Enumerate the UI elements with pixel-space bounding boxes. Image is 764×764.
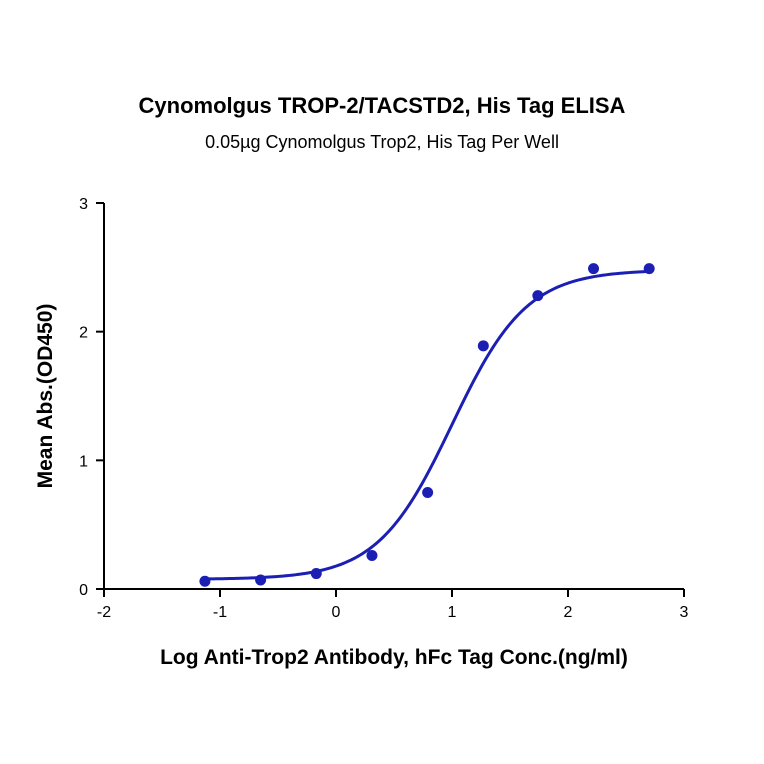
y-tick-label: 1 [79, 453, 88, 470]
y-axis-title: Mean Abs.(OD450) [34, 304, 57, 489]
data-point [422, 487, 434, 498]
x-tick-label: 1 [448, 604, 457, 621]
fit-curve [204, 269, 650, 581]
y-tick-label: 2 [79, 325, 88, 342]
x-tick-label: 2 [564, 604, 573, 621]
x-tick-label: -1 [213, 604, 227, 621]
data-point [199, 575, 211, 587]
data-point [588, 263, 600, 275]
y-tick-label: 0 [79, 582, 88, 599]
x-tick-label: 3 [680, 604, 689, 621]
data-point [366, 550, 378, 562]
chart-subtitle: 0.05µg Cynomolgus Trop2, His Tag Per Wel… [205, 132, 559, 152]
x-tick-label: 0 [332, 604, 341, 621]
data-point [477, 340, 489, 352]
data-point [255, 574, 267, 586]
chart-title: Cynomolgus TROP-2/TACSTD2, His Tag ELISA [138, 93, 626, 118]
data-point [532, 290, 544, 302]
x-tick-label: -2 [97, 604, 111, 621]
data-point [310, 568, 322, 580]
y-tick-label: 3 [79, 196, 88, 213]
data-point [643, 263, 655, 275]
x-axis-title: Log Anti-Trop2 Antibody, hFc Tag Conc.(n… [160, 646, 628, 669]
